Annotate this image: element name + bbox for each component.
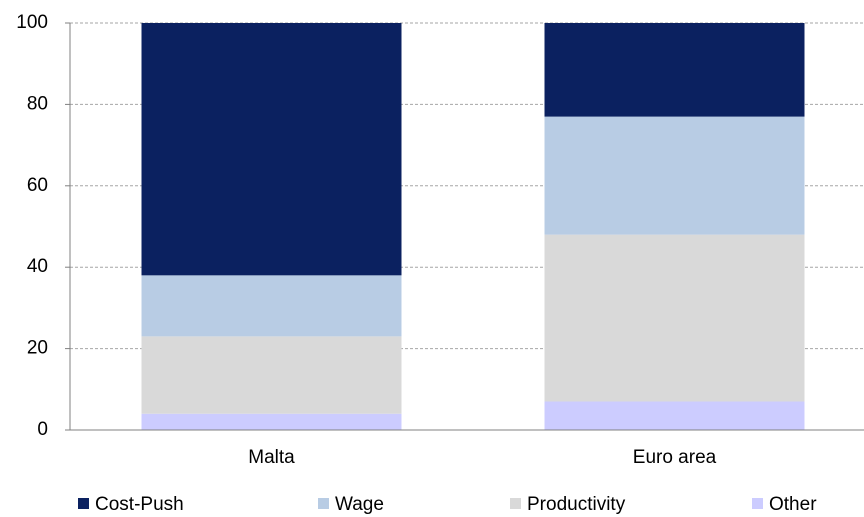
legend-label: Other (769, 494, 817, 515)
legend-swatch (752, 498, 763, 509)
bar-segment (141, 275, 402, 337)
bar-segment (141, 23, 402, 276)
y-tick-label: 40 (27, 256, 48, 277)
bar-segment (544, 401, 805, 430)
legend-swatch (510, 498, 521, 509)
legend-swatch (78, 498, 89, 509)
y-tick-label: 60 (27, 175, 48, 196)
x-tick-label: Euro area (633, 447, 717, 468)
y-tick-label: 0 (37, 419, 48, 440)
bar-segment (544, 116, 805, 235)
legend-swatch (318, 498, 329, 509)
bar-segment (141, 413, 402, 430)
y-tick-label: 100 (16, 12, 48, 33)
bar-segment (141, 336, 402, 414)
bar-segment (544, 234, 805, 402)
legend-label: Productivity (527, 494, 626, 515)
y-tick-label: 80 (27, 93, 48, 114)
y-tick-label: 20 (27, 338, 48, 359)
bar-segment (544, 23, 805, 117)
x-tick-label: Malta (248, 447, 295, 468)
legend-label: Cost-Push (95, 494, 184, 515)
legend-label: Wage (335, 494, 384, 515)
